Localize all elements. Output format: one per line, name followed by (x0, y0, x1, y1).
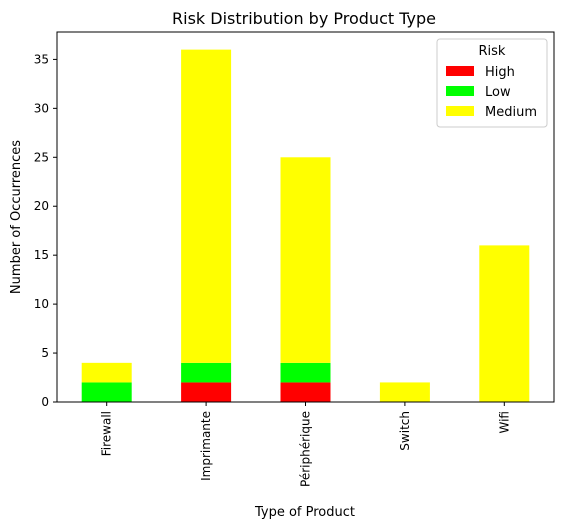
bar-low-0 (81, 382, 132, 402)
y-tick-label: 20 (34, 199, 49, 213)
bar-medium-4 (479, 245, 530, 402)
bar-medium-3 (379, 382, 430, 402)
x-tick-label: Wifi (497, 411, 511, 434)
y-tick-label: 15 (34, 248, 49, 262)
y-tick-label: 35 (34, 52, 49, 66)
y-tick-label: 5 (41, 346, 49, 360)
bars-layer (81, 49, 530, 402)
x-tick-label: Firewall (100, 411, 114, 456)
bar-medium-1 (181, 49, 232, 363)
chart-title: Risk Distribution by Product Type (172, 9, 436, 28)
y-tick-label: 10 (34, 297, 49, 311)
legend-swatch-high (446, 66, 474, 76)
legend: Risk High Low Medium (436, 38, 548, 128)
plot-frame (56, 31, 555, 403)
legend-items: High Low Medium (446, 65, 537, 120)
y-tick-label: 30 (34, 101, 49, 115)
legend-label-low: Low (485, 85, 511, 100)
x-axis-label: Type of Product (254, 505, 355, 520)
bar-medium-0 (81, 362, 132, 383)
legend-box (436, 38, 548, 128)
x-tick-label: Switch (398, 411, 412, 451)
y-tick-label: 25 (34, 150, 49, 164)
x-axis: Firewall Imprimante Périphérique Switch Wifi (100, 402, 511, 487)
x-tick-label: Imprimante (199, 411, 213, 481)
x-tick-label: Périphérique (299, 411, 313, 487)
bar-high-2 (280, 382, 331, 402)
legend-label-medium: Medium (485, 105, 537, 120)
legend-title: Risk (479, 44, 506, 59)
legend-swatch-low (446, 86, 474, 96)
bar-low-2 (280, 362, 331, 383)
legend-label-high: High (485, 65, 515, 80)
bar-low-1 (181, 362, 232, 383)
bar-medium-2 (280, 157, 331, 363)
y-axis: 0 5 10 15 20 25 30 35 (34, 52, 57, 409)
legend-swatch-medium (446, 106, 474, 116)
bar-high-1 (181, 382, 232, 402)
y-axis-label: Number of Occurrences (9, 140, 24, 294)
y-tick-label: 0 (41, 395, 49, 409)
